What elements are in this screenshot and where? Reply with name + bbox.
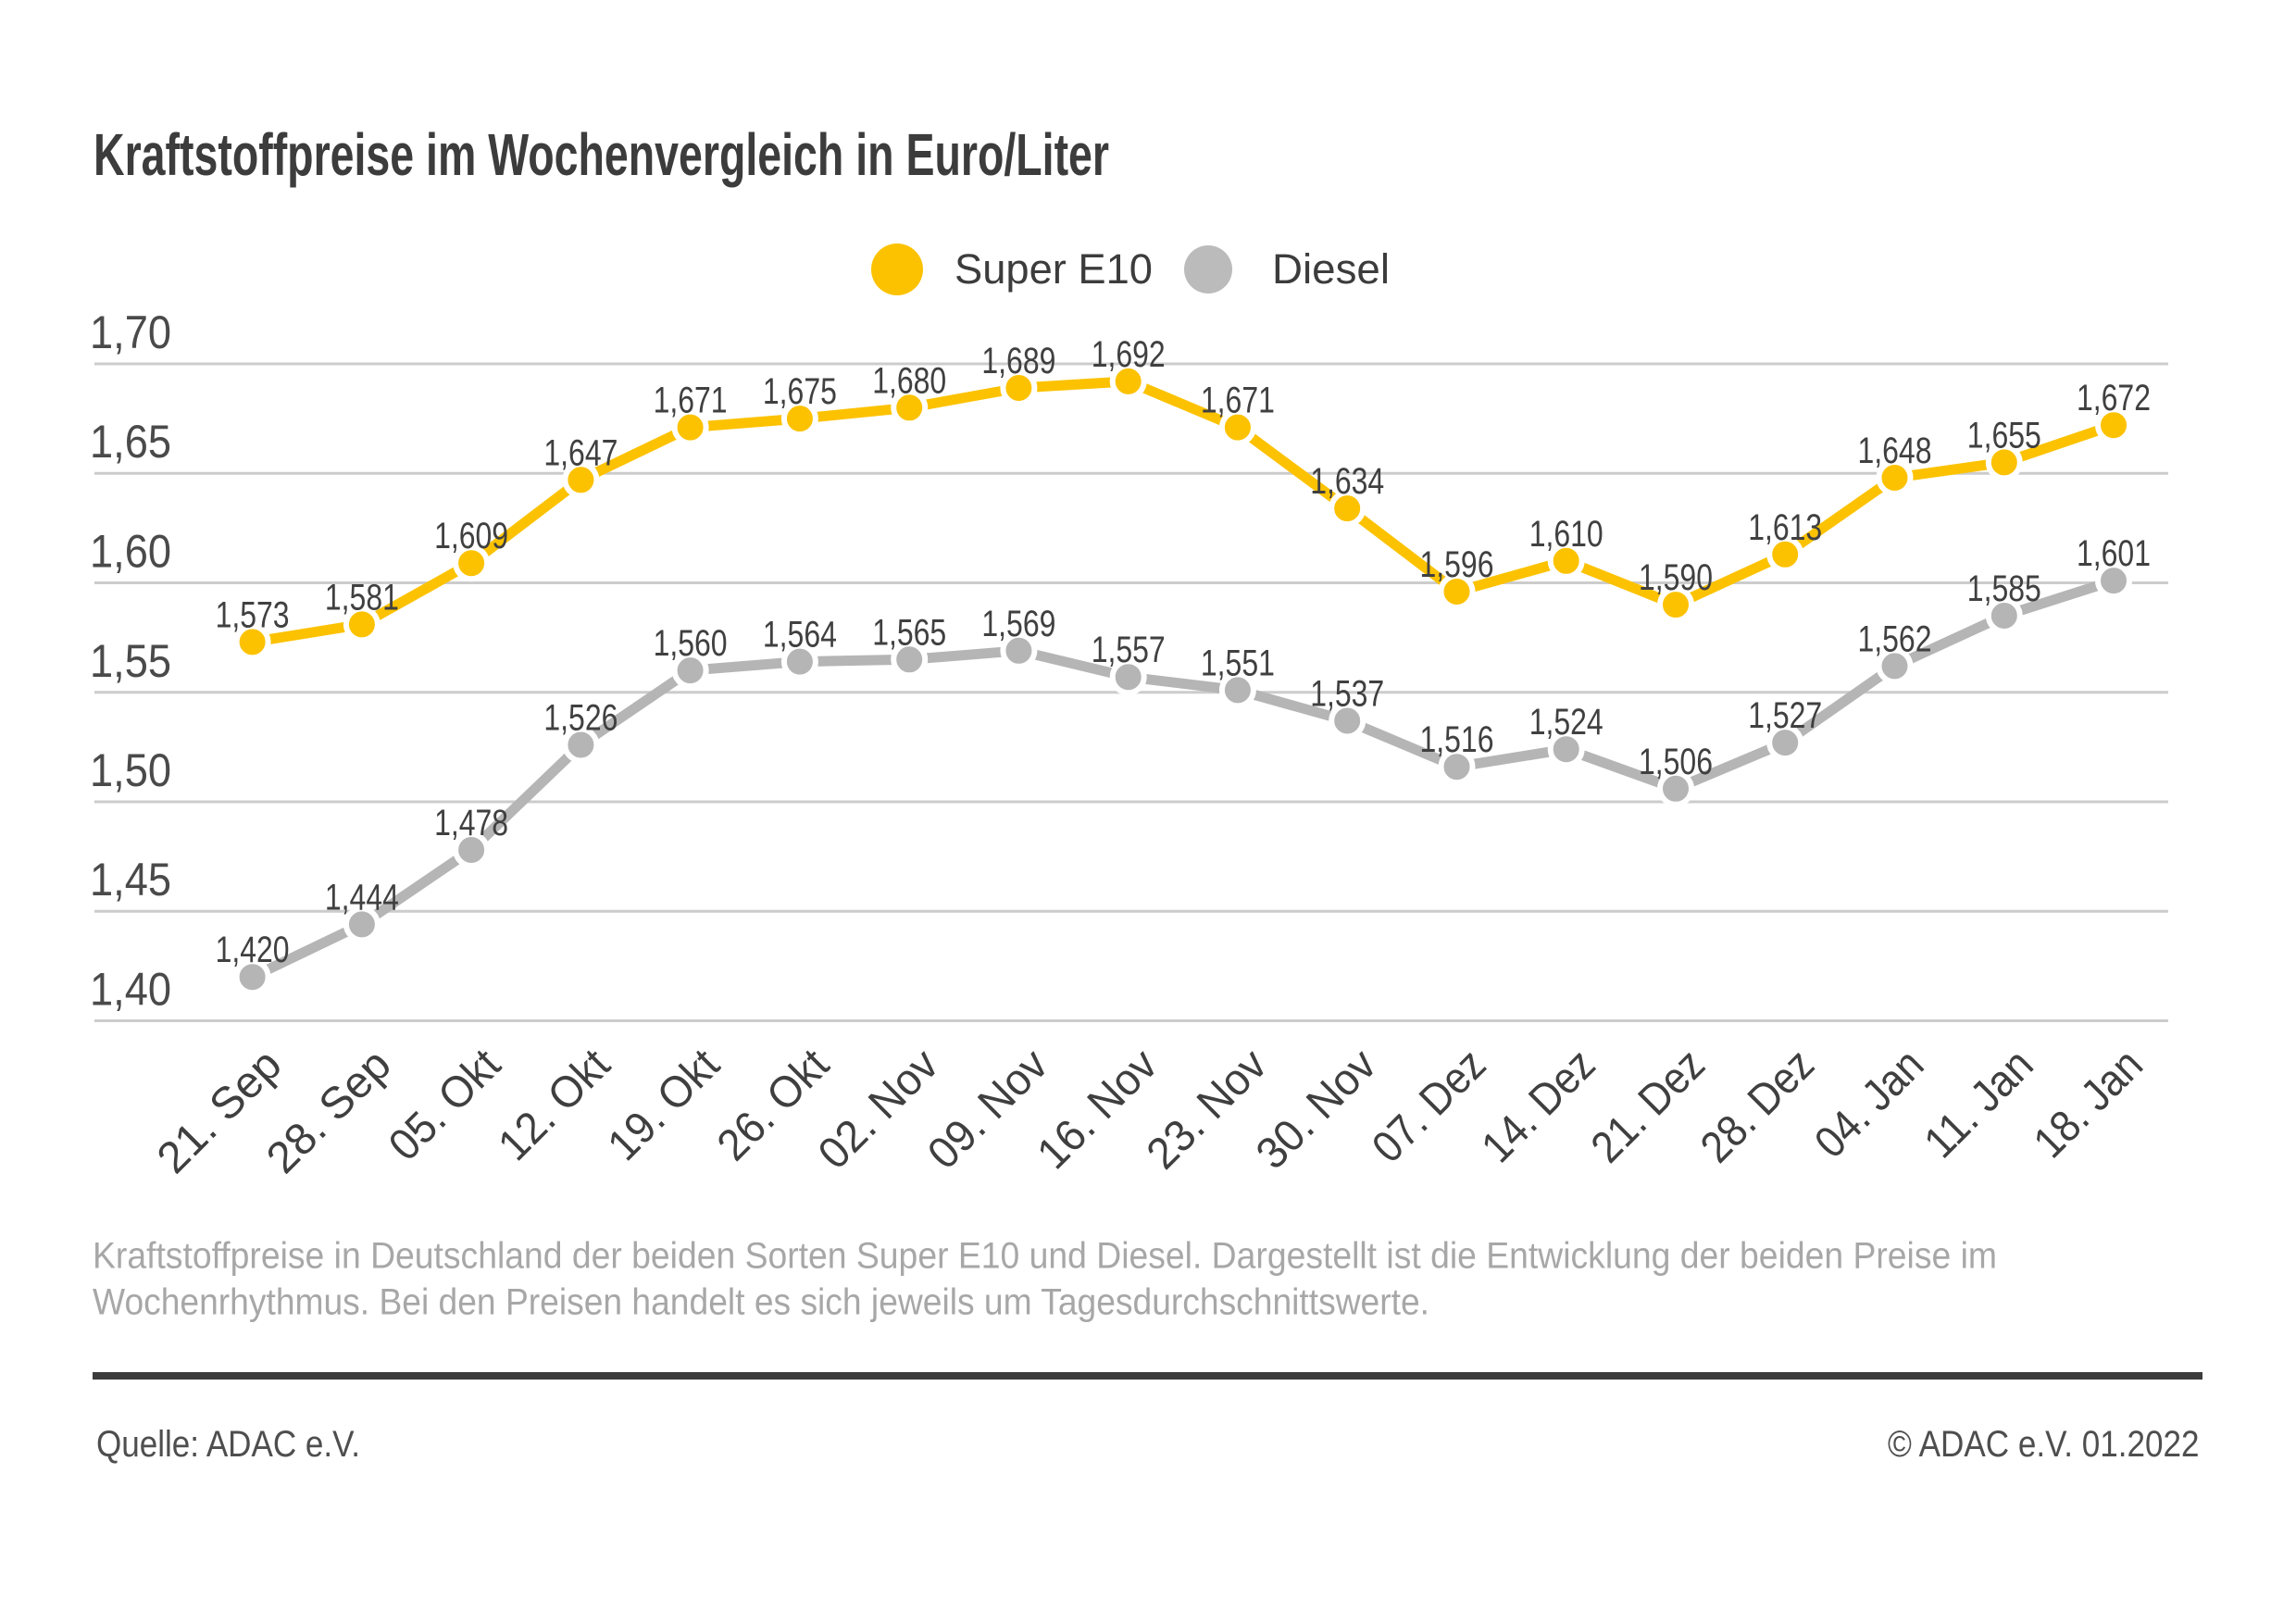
svg-text:1,564: 1,564 [763,615,837,656]
svg-text:1,60: 1,60 [90,526,171,578]
svg-text:1,45: 1,45 [90,854,171,905]
svg-text:Wochenrhythmus. Bei den Preise: Wochenrhythmus. Bei den Preisen handelt … [93,1282,1429,1323]
svg-text:1,551: 1,551 [1201,643,1275,683]
svg-text:Kraftstoffpreise im Wochenverg: Kraftstoffpreise im Wochenvergleich in E… [94,121,1109,188]
svg-text:1,562: 1,562 [1858,618,1932,659]
svg-text:1,70: 1,70 [90,306,171,358]
svg-text:1,524: 1,524 [1529,702,1603,743]
svg-text:1,478: 1,478 [434,803,508,843]
svg-text:1,50: 1,50 [90,744,171,796]
svg-text:1,581: 1,581 [325,577,399,618]
svg-text:1,634: 1,634 [1310,461,1384,502]
svg-text:1,590: 1,590 [1639,557,1713,598]
svg-text:1,613: 1,613 [1748,507,1822,548]
svg-text:1,557: 1,557 [1092,630,1166,670]
svg-text:1,444: 1,444 [325,877,399,918]
svg-text:1,671: 1,671 [1201,381,1275,421]
svg-text:1,565: 1,565 [872,612,946,653]
svg-text:1,601: 1,601 [2077,533,2151,574]
svg-text:1,527: 1,527 [1748,695,1822,736]
svg-text:1,585: 1,585 [1967,568,2041,609]
svg-text:Kraftstoffpreise in Deutschlan: Kraftstoffpreise in Deutschland der beid… [93,1236,1997,1277]
svg-text:1,569: 1,569 [981,604,1055,644]
svg-text:1,516: 1,516 [1420,719,1494,760]
svg-text:Super E10: Super E10 [955,245,1153,293]
svg-text:1,560: 1,560 [654,623,728,664]
svg-text:1,65: 1,65 [90,416,171,468]
svg-text:1,573: 1,573 [216,594,290,635]
svg-text:1,680: 1,680 [872,360,946,401]
svg-text:1,610: 1,610 [1529,514,1603,555]
svg-text:© ADAC e.V. 01.2022: © ADAC e.V. 01.2022 [1888,1424,2200,1465]
svg-text:1,526: 1,526 [543,698,618,739]
svg-text:1,537: 1,537 [1310,674,1384,715]
svg-text:1,40: 1,40 [90,964,171,1016]
svg-text:1,596: 1,596 [1420,544,1494,585]
svg-text:1,655: 1,655 [1967,415,2041,456]
svg-text:1,672: 1,672 [2077,378,2151,418]
svg-text:Diesel: Diesel [1272,245,1390,293]
svg-text:Quelle: ADAC e.V.: Quelle: ADAC e.V. [96,1424,360,1465]
svg-text:1,692: 1,692 [1092,334,1166,375]
svg-text:1,420: 1,420 [216,930,290,970]
svg-text:1,647: 1,647 [543,432,618,473]
svg-text:1,671: 1,671 [654,381,728,421]
svg-text:1,609: 1,609 [434,516,508,556]
svg-text:1,689: 1,689 [981,341,1055,381]
svg-text:1,675: 1,675 [763,371,837,412]
svg-text:1,55: 1,55 [90,635,171,687]
svg-text:1,648: 1,648 [1858,431,1932,471]
svg-text:1,506: 1,506 [1639,742,1713,782]
